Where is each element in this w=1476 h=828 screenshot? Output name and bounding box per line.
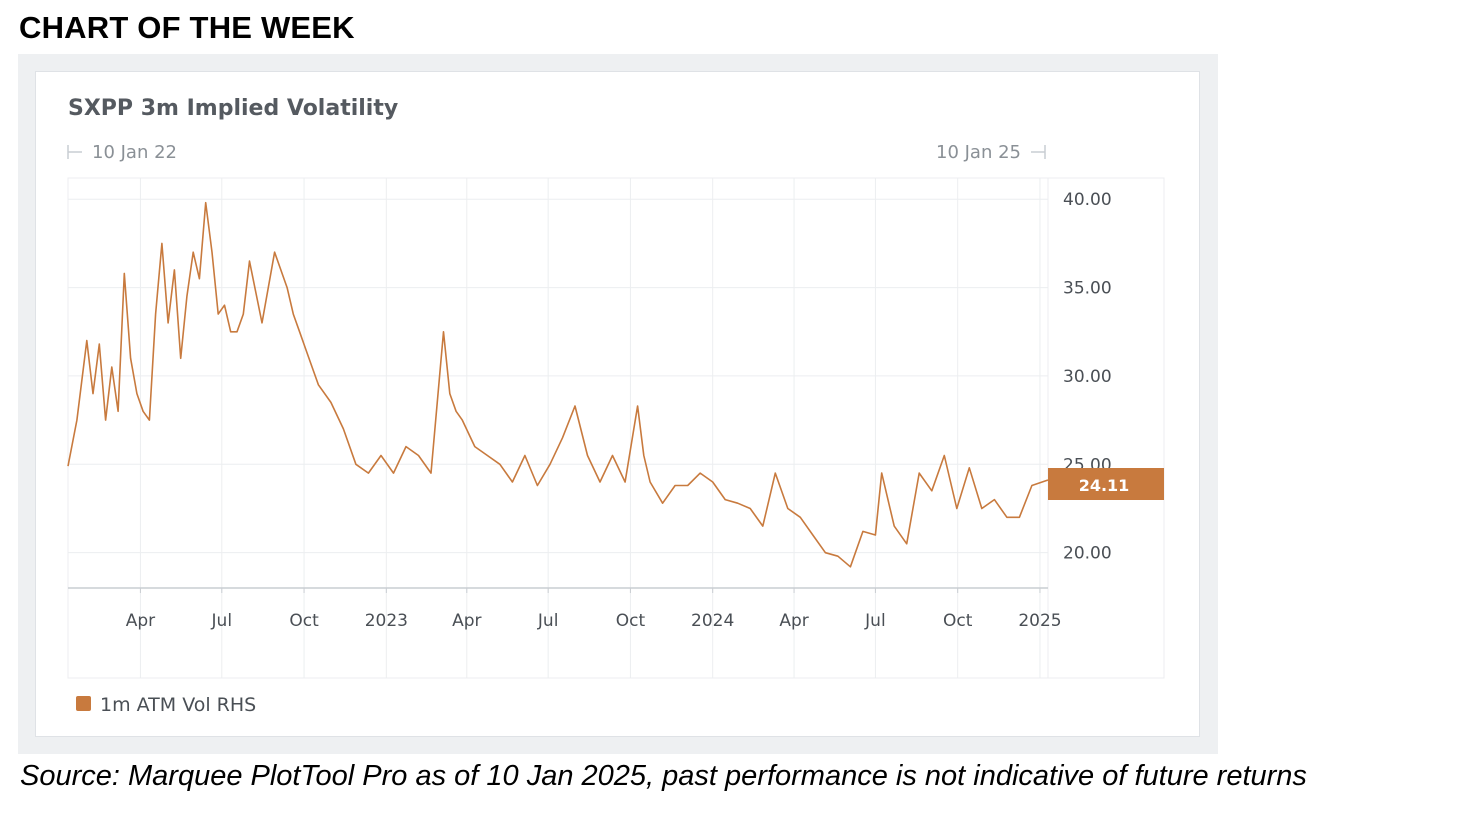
plot-border	[67, 177, 1165, 679]
range-start[interactable]: 10 Jan 22	[67, 142, 177, 163]
x-axis: Apr Jul Oct 2023 Apr Jul Oct 2024 Apr Jul Oct 2025	[68, 587, 1062, 631]
gridlines	[67, 177, 1165, 679]
last-value-badge-bg	[1048, 468, 1164, 500]
legend-label: 1m ATM Vol RHS	[100, 694, 256, 716]
range-end-label: 10 Jan 25	[936, 142, 1021, 163]
x-tick-label: Apr	[452, 611, 481, 631]
range-end[interactable]: 10 Jan 25	[936, 142, 1046, 163]
x-tick-label: Oct	[943, 611, 973, 631]
x-tick-label: Jul	[864, 611, 886, 631]
x-tick-label: 2024	[691, 611, 734, 631]
x-tick-label: Apr	[126, 611, 155, 631]
x-tick-label: Oct	[616, 611, 646, 631]
x-tick-label: Jul	[211, 611, 233, 631]
x-tick-label: Jul	[537, 611, 559, 631]
legend-swatch	[76, 696, 91, 711]
last-value-badge: 24.11	[1048, 468, 1164, 500]
source-note: Source: Marquee PlotTool Pro as of 10 Ja…	[20, 760, 1307, 792]
page-heading: CHART OF THE WEEK	[19, 10, 355, 45]
series-layer	[67, 201, 1049, 568]
y-tick-label: 30.00	[1063, 367, 1112, 387]
range-start-label: 10 Jan 22	[92, 142, 177, 163]
legend[interactable]: 1m ATM Vol RHS	[76, 694, 256, 716]
y-tick-label: 20.00	[1063, 544, 1112, 564]
y-tick-label: 35.00	[1063, 279, 1112, 299]
chart-card	[35, 71, 1200, 737]
series-line-0[interactable]	[67, 201, 1049, 568]
chart-title: SXPP 3m Implied Volatility	[68, 96, 398, 121]
y-tick-label: 40.00	[1063, 190, 1112, 210]
x-tick-label: Oct	[289, 611, 319, 631]
x-tick-label: 2023	[365, 611, 408, 631]
last-value-text: 24.11	[1079, 476, 1130, 495]
x-tick-label: 2025	[1018, 611, 1061, 631]
x-tick-label: Apr	[779, 611, 808, 631]
